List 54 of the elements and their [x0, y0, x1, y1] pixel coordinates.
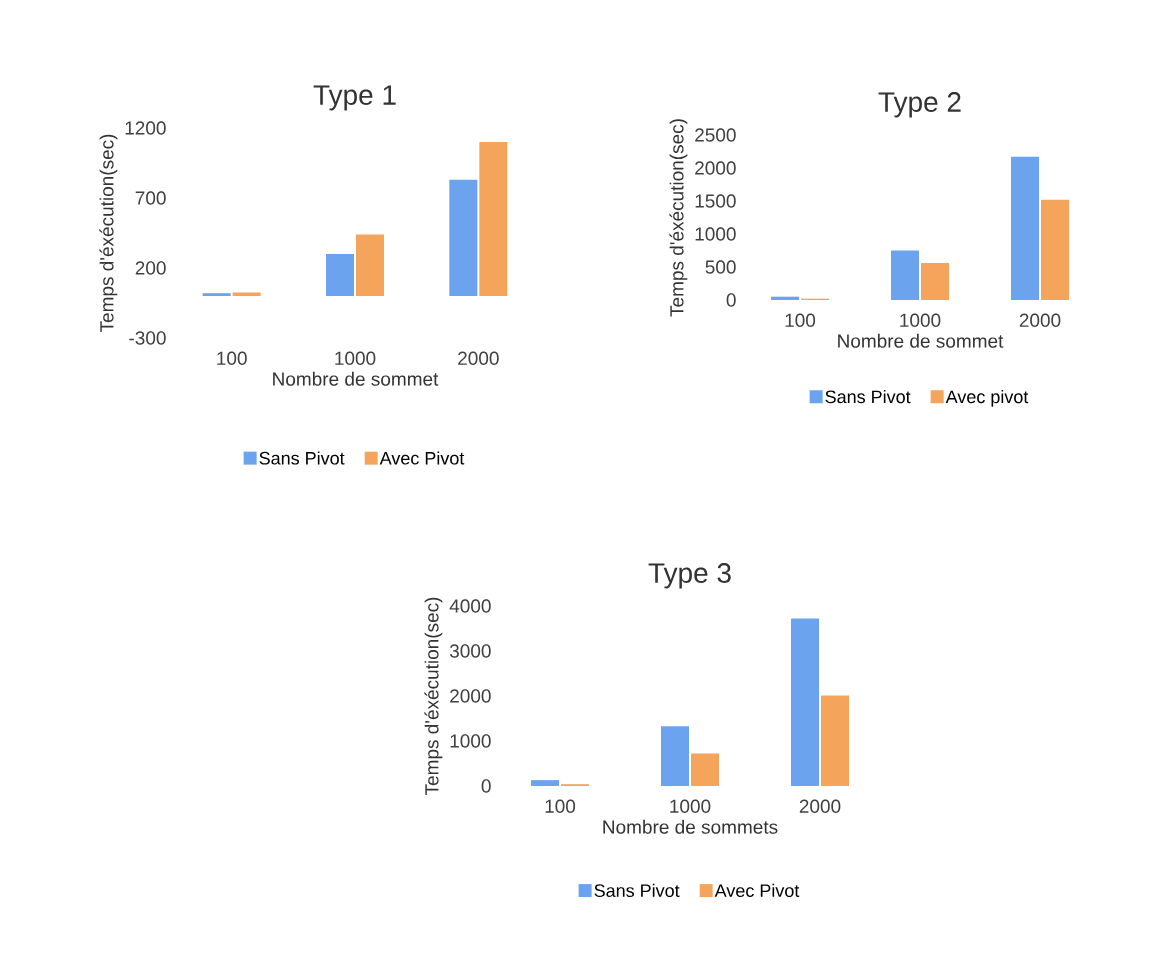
- x-tick-label: 1000: [670, 799, 711, 813]
- bar: [356, 234, 384, 296]
- x-tick-label: 1000: [900, 313, 941, 327]
- y-tick-label: 1000: [695, 227, 736, 241]
- y-axis-title: Temps d'éxécution(sec): [424, 597, 443, 796]
- legend-label: Avec Pivot: [714, 883, 800, 897]
- bar: [891, 250, 920, 300]
- y-tick-label: 0: [726, 293, 736, 307]
- legend-label: Sans Pivot: [259, 451, 345, 465]
- y-tick-label: 200: [135, 261, 166, 275]
- bar: [1041, 199, 1070, 300]
- y-tick-label: 0: [481, 779, 491, 793]
- bar: [326, 253, 355, 296]
- bar: [921, 263, 949, 300]
- y-axis-title: Temps d'éxécution(sec): [99, 134, 118, 333]
- chart-title: Type 1: [313, 85, 396, 111]
- y-tick-label: 4000: [449, 599, 491, 613]
- x-axis-title: Nombre de sommet: [273, 371, 439, 386]
- chart-title: Type 2: [878, 92, 961, 118]
- bar: [791, 618, 819, 786]
- y-tick-label: 700: [135, 191, 166, 205]
- y-tick-label: 2500: [695, 128, 736, 142]
- y-tick-label: 3000: [449, 644, 491, 658]
- y-tick-label: 1200: [125, 121, 166, 135]
- x-axis-title: Nombre de sommet: [838, 333, 1004, 348]
- legend-label: Avec Pivot: [379, 451, 465, 465]
- bar: [821, 695, 849, 786]
- y-tick-label: -300: [129, 331, 166, 345]
- legend-label: Avec pivot: [945, 389, 1029, 407]
- legend-label: Sans Pivot: [594, 883, 680, 897]
- x-tick-label: 2000: [1019, 313, 1061, 327]
- bar: [691, 753, 719, 786]
- y-tick-label: 1000: [450, 734, 491, 748]
- bar: [202, 293, 231, 296]
- y-tick-label: 2000: [450, 689, 491, 703]
- y-axis-title: Temps d'éxécution(sec): [669, 119, 688, 317]
- bar: [479, 141, 508, 296]
- bar: [771, 296, 800, 300]
- bar: [1011, 156, 1039, 300]
- x-tick-label: 2000: [799, 799, 841, 813]
- bar: [661, 726, 690, 786]
- x-tick-label: 100: [785, 313, 816, 327]
- y-tick-label: 500: [705, 260, 736, 274]
- x-tick-label: 100: [217, 351, 247, 365]
- y-tick-label: 1500: [695, 194, 736, 208]
- y-tick-label: 2000: [695, 161, 736, 175]
- bar: [232, 292, 261, 296]
- bar: [531, 780, 560, 786]
- chart-title: Type 3: [648, 563, 731, 589]
- legend-label: Sans Pivot: [825, 389, 911, 404]
- x-tick-label: 1000: [335, 351, 376, 365]
- bar: [449, 179, 478, 296]
- x-axis-title: Nombre de sommets: [603, 819, 778, 834]
- x-tick-label: 100: [545, 799, 576, 813]
